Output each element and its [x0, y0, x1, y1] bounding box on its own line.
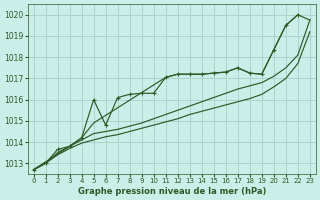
X-axis label: Graphe pression niveau de la mer (hPa): Graphe pression niveau de la mer (hPa)	[77, 187, 266, 196]
